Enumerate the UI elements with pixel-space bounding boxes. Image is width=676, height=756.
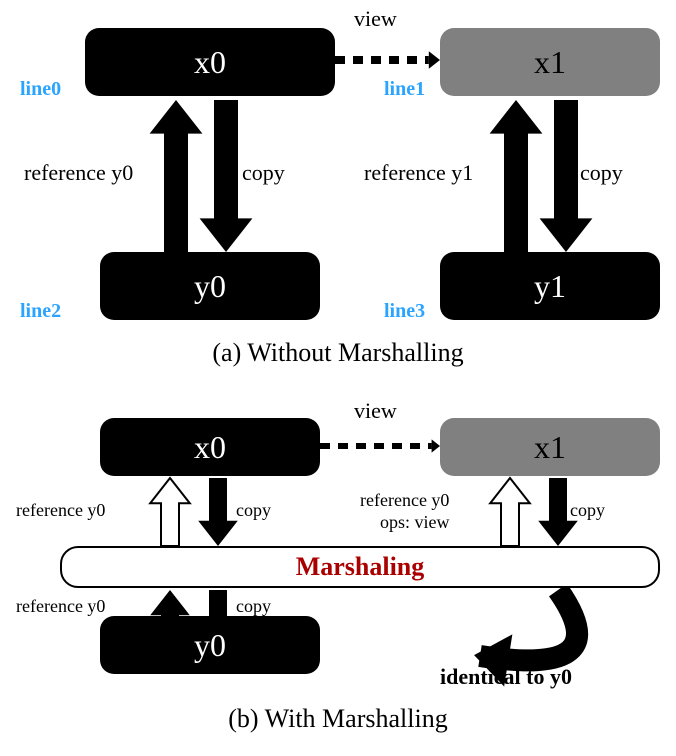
copy0-label-a: copy bbox=[242, 160, 285, 186]
refy0-tr1-label: reference y0 bbox=[360, 490, 449, 511]
copy1-label-a: copy bbox=[580, 160, 623, 186]
refy0-tr2-label: ops: view bbox=[380, 512, 450, 533]
refy0-bl-label: reference y0 bbox=[16, 596, 105, 617]
box-x1-b: x1 bbox=[440, 418, 660, 476]
marshal-box-label: Marshaling bbox=[296, 552, 425, 582]
box-y0-b-label: y0 bbox=[194, 627, 226, 664]
copy-tr-label: copy bbox=[570, 500, 605, 521]
line0-label: line0 bbox=[20, 78, 61, 101]
box-y0-a-label: y0 bbox=[194, 268, 226, 305]
refy1-label-a: reference y1 bbox=[364, 160, 473, 186]
box-y1-a-label: y1 bbox=[534, 268, 566, 305]
box-x0-a-label: x0 bbox=[194, 44, 226, 81]
line1-label: line1 bbox=[384, 78, 425, 101]
box-y1-a: y1 bbox=[440, 252, 660, 320]
identical-label: identical to y0 bbox=[440, 664, 572, 690]
panel-with-marshalling: x0 x1 y0 Marshaling view reference y0 co… bbox=[0, 398, 676, 756]
box-y0-b: y0 bbox=[100, 616, 320, 674]
refy0-tl-label: reference y0 bbox=[16, 500, 105, 521]
view-label-b: view bbox=[354, 398, 397, 424]
box-x1-a-label: x1 bbox=[534, 44, 566, 81]
panel-without-marshalling: x0 x1 y0 y1 line0 line1 line2 line3 view… bbox=[0, 0, 676, 398]
line2-label: line2 bbox=[20, 300, 61, 323]
box-x1-a: x1 bbox=[440, 28, 660, 96]
refy0-label-a: reference y0 bbox=[24, 160, 133, 186]
caption-b: (b) With Marshalling bbox=[0, 704, 676, 734]
caption-a: (a) Without Marshalling bbox=[0, 338, 676, 368]
copy-bl-label: copy bbox=[236, 596, 271, 617]
box-y0-a: y0 bbox=[100, 252, 320, 320]
box-x0-b: x0 bbox=[100, 418, 320, 476]
box-x1-b-label: x1 bbox=[534, 429, 566, 466]
line3-label: line3 bbox=[384, 300, 425, 323]
box-x0-b-label: x0 bbox=[194, 429, 226, 466]
view-label-a: view bbox=[354, 6, 397, 32]
copy-tl-label: copy bbox=[236, 500, 271, 521]
marshal-box: Marshaling bbox=[60, 546, 660, 588]
box-x0-a: x0 bbox=[85, 28, 335, 96]
